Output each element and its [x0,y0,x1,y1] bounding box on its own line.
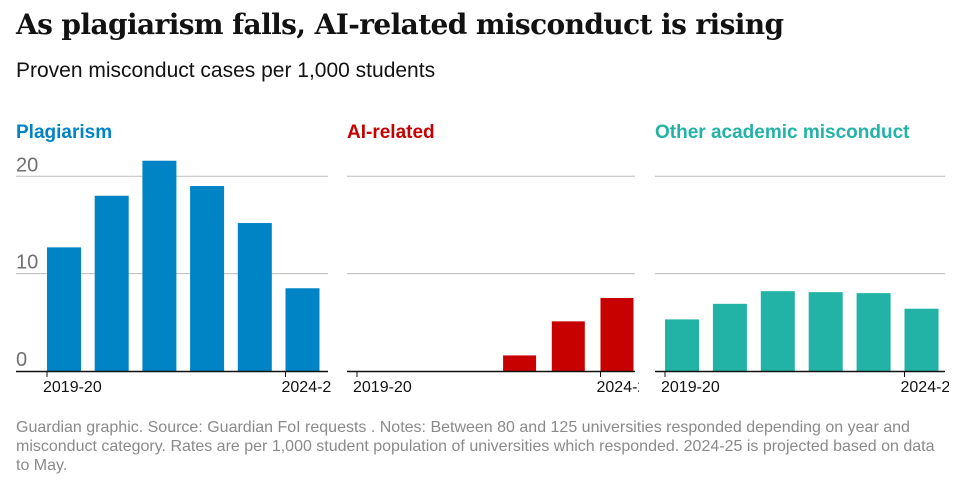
panel-plagiarism: Plagiarism 0 10 20 2019-20 2024-25 [16,122,341,396]
panel-title-ai-related: AI-related [347,122,435,143]
bar-ai-related-2024-25 [600,297,634,371]
y-tick-label-0: 0 [16,349,27,371]
chart-title: As plagiarism falls, AI-related miscondu… [16,8,784,41]
y-tick-label-20: 20 [16,154,38,176]
panel-other-academic-misconduct: Other academic misconduct 2019-20 2024-25 [655,122,960,396]
bar-plagiarism-2021-22 [142,160,177,371]
source-note: Guardian graphic. Source: Guardian FoI r… [16,419,935,474]
bar-ai-related-2023-24 [551,321,585,371]
bar-plagiarism-2024-25 [285,288,320,371]
small-multiples-bar-chart: Plagiarism 0 10 20 2019-20 2024-25 AI-related 2… [16,122,960,396]
bar-other-academic-misconduct-2024-25 [904,308,939,371]
bar-other-academic-misconduct-2022-23 [808,292,843,371]
x-tick-label-last: 2024-25 [901,379,960,396]
x-tick-label-last: 2024-25 [597,379,656,396]
bar-plagiarism-2019-20 [47,247,81,371]
bar-other-academic-misconduct-2023-24 [856,293,891,371]
x-tick-label-first: 2019-20 [43,379,102,396]
panel-ai-related: AI-related 2019-20 2024-25 [347,122,656,396]
bar-plagiarism-2023-24 [237,223,272,371]
x-tick-label-last: 2024-25 [282,379,341,396]
bar-ai-related-2022-23 [503,355,537,371]
bar-plagiarism-2022-23 [190,186,225,371]
panel-title-plagiarism: Plagiarism [16,122,112,143]
chart-subtitle: Proven misconduct cases per 1,000 studen… [16,59,436,82]
panel-title-other-academic-misconduct: Other academic misconduct [655,122,910,143]
x-tick-label-first: 2019-20 [353,379,412,396]
bar-plagiarism-2020-21 [94,195,129,371]
x-tick-label-first: 2019-20 [661,379,720,396]
y-tick-label-10: 10 [16,252,38,274]
bar-other-academic-misconduct-2020-21 [712,303,747,371]
bar-other-academic-misconduct-2019-20 [665,319,699,371]
bar-other-academic-misconduct-2021-22 [760,291,795,371]
